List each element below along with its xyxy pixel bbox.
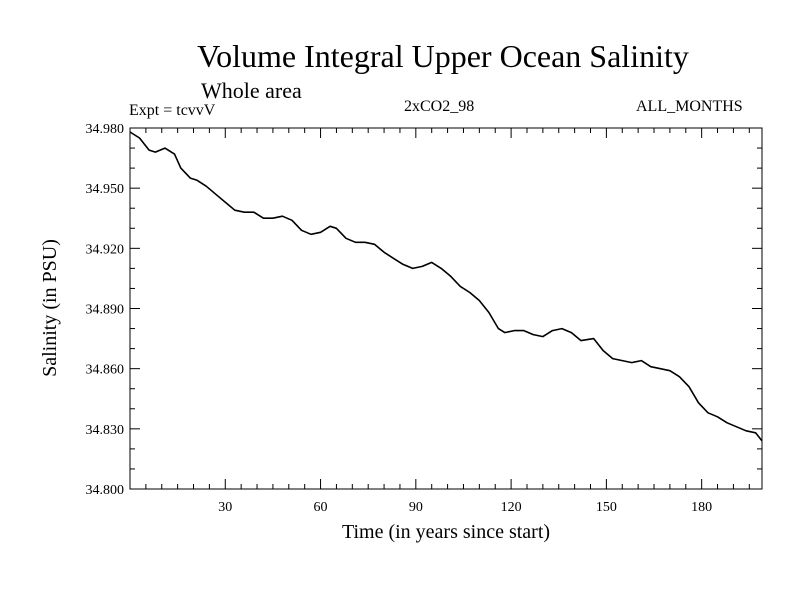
- y-tick-label: 34.950: [86, 182, 125, 197]
- x-tick-label: 180: [691, 500, 712, 515]
- x-tick-label: 150: [596, 500, 617, 515]
- x-tick-label: 90: [409, 500, 423, 515]
- salinity-series-line: [129, 131, 763, 442]
- x-tick-label: 60: [314, 500, 328, 515]
- x-tick-label: 30: [218, 500, 232, 515]
- x-axis-label: Time (in years since start): [341, 521, 551, 543]
- y-tick-label: 34.860: [86, 363, 125, 378]
- plot-frame: [129, 127, 763, 490]
- y-tick-label: 34.890: [86, 303, 125, 318]
- y-tick-label: 34.980: [86, 122, 125, 137]
- months-label: ALL_MONTHS: [636, 98, 743, 115]
- run-label: 2xCO2_98: [404, 98, 475, 115]
- axis-tick-labels: 30 60 90 120 150 180 34.800 34.830 34.860 34.890 3…: [86, 122, 713, 515]
- y-tick-label: 34.800: [86, 483, 125, 498]
- chart-subtitle: Whole area: [201, 78, 302, 103]
- series-group: [129, 131, 763, 442]
- axis-ticks: [130, 127, 762, 490]
- y-tick-label: 34.830: [86, 423, 125, 438]
- experiment-label: Expt = tcvvV: [129, 102, 216, 119]
- chart-title: Volume Integral Upper Ocean Salinity: [197, 38, 689, 74]
- x-tick-label: 120: [501, 500, 522, 515]
- y-tick-label: 34.920: [86, 242, 125, 257]
